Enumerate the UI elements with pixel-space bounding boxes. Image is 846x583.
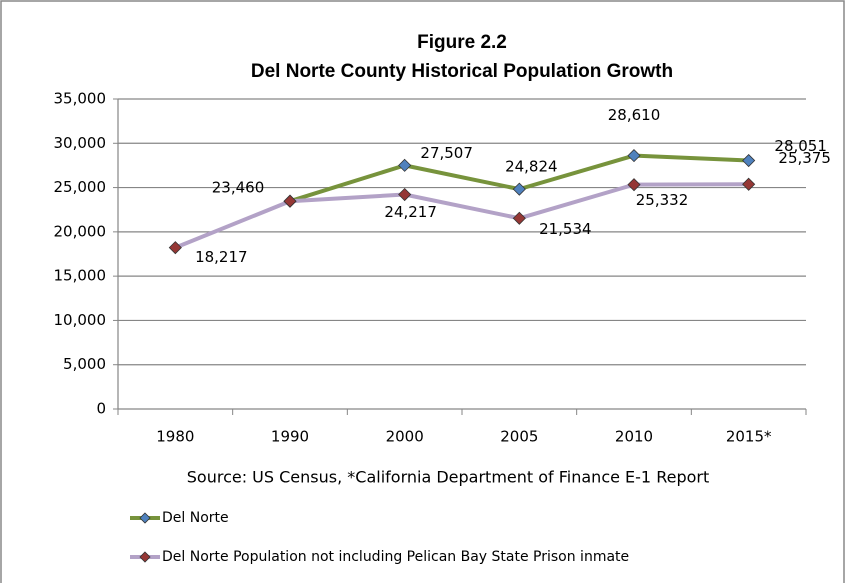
legend-marker bbox=[139, 551, 151, 563]
marker bbox=[742, 177, 756, 191]
y-tick-label: 15,000 bbox=[54, 267, 107, 285]
x-tick-label: 1980 bbox=[156, 428, 194, 446]
legend-label: Del Norte bbox=[162, 510, 229, 526]
data-label: 27,507 bbox=[420, 144, 473, 162]
y-tick-label: 35,000 bbox=[54, 90, 107, 108]
legend-marker bbox=[139, 512, 151, 524]
x-tick-label: 2005 bbox=[500, 428, 538, 446]
marker bbox=[512, 182, 526, 196]
marker bbox=[168, 241, 182, 255]
chart-subtitle: Del Norte County Historical Population G… bbox=[251, 61, 673, 82]
line bbox=[174, 182, 749, 250]
marker bbox=[512, 211, 526, 225]
y-tick-label: 30,000 bbox=[54, 134, 107, 152]
marker bbox=[398, 187, 412, 202]
data-label: 24,824 bbox=[505, 158, 558, 176]
data-label: 18,217 bbox=[195, 248, 248, 266]
chart-title: Figure 2.2 bbox=[417, 32, 507, 53]
x-tick-label: 1990 bbox=[271, 428, 309, 446]
data-label: 23,460 bbox=[212, 179, 265, 197]
x-tick-label: 2015* bbox=[726, 428, 772, 446]
marker bbox=[283, 194, 297, 208]
marker bbox=[742, 153, 756, 168]
y-tick-label: 5,000 bbox=[63, 355, 106, 373]
marker bbox=[627, 178, 641, 192]
source-note: Source: US Census, *California Departmen… bbox=[187, 468, 709, 487]
data-label: 28,051 bbox=[774, 137, 827, 155]
data-label: 24,217 bbox=[384, 203, 437, 221]
x-tick-label: 2000 bbox=[386, 428, 424, 446]
data-label: 25,375 bbox=[778, 149, 831, 167]
y-tick-label: 0 bbox=[96, 400, 106, 418]
data-label: 28,610 bbox=[608, 106, 661, 124]
y-tick-label: 25,000 bbox=[54, 178, 107, 196]
marker bbox=[398, 158, 412, 172]
marker bbox=[627, 149, 641, 163]
legend-label: Del Norte Population not including Pelic… bbox=[162, 549, 629, 565]
y-tick-label: 10,000 bbox=[54, 311, 107, 329]
x-tick-label: 2010 bbox=[615, 428, 653, 446]
data-label: 25,332 bbox=[636, 191, 689, 209]
y-tick-label: 20,000 bbox=[54, 222, 107, 240]
data-label: 21,534 bbox=[539, 220, 592, 238]
